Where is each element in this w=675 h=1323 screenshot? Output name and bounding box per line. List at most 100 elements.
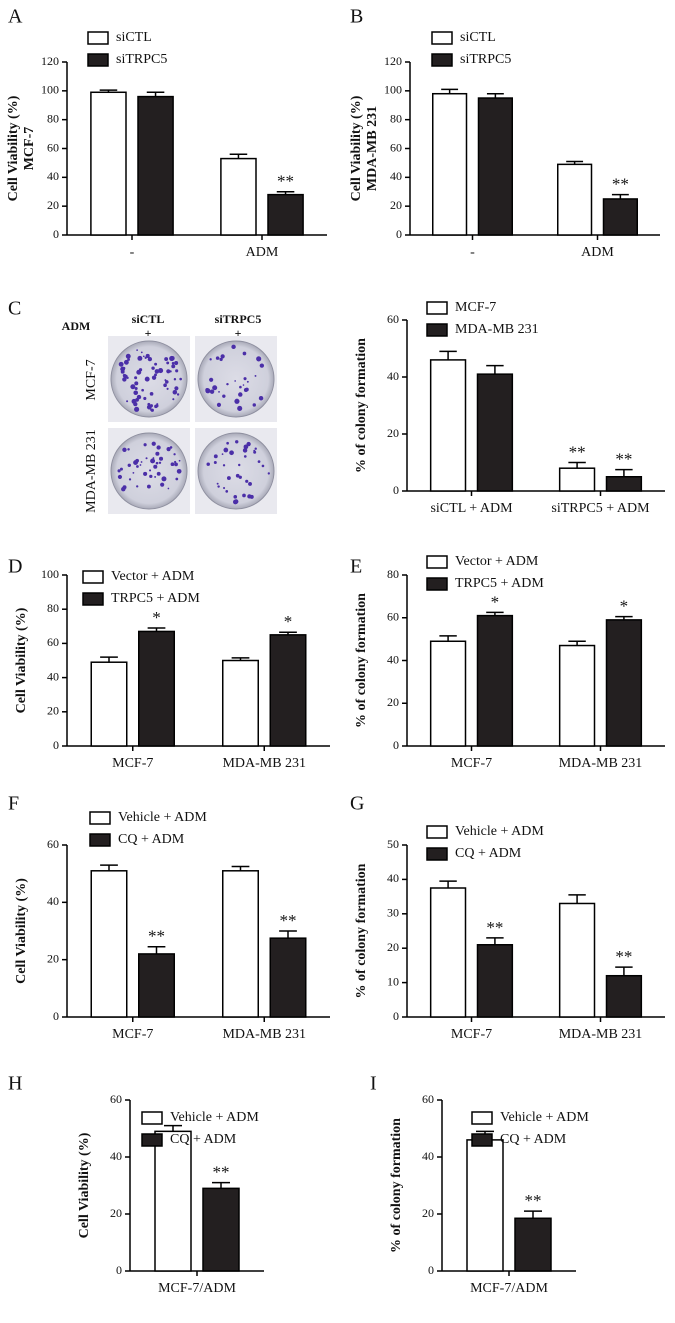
y-axis-label: Cell Viability (%) bbox=[77, 1132, 92, 1238]
legend-swatch bbox=[426, 577, 448, 591]
colony bbox=[221, 453, 224, 455]
legend-swatch bbox=[426, 825, 448, 839]
colony bbox=[149, 392, 154, 396]
x-tick-label: MDA-MB 231 bbox=[222, 756, 306, 771]
y-tick-label: 40 bbox=[47, 894, 59, 908]
colony bbox=[118, 361, 124, 367]
treatment-mark: + bbox=[145, 326, 152, 340]
colony bbox=[127, 358, 130, 361]
colony bbox=[242, 493, 246, 498]
legend-label: Vehicle + ADM bbox=[118, 810, 207, 825]
colony bbox=[128, 478, 132, 481]
legend-label: siTRPC5 bbox=[460, 52, 511, 67]
colony bbox=[158, 461, 162, 464]
panel-label: B bbox=[350, 6, 363, 28]
colony bbox=[136, 349, 138, 352]
y-tick-label: 10 bbox=[387, 974, 399, 988]
legend-label: Vehicle + ADM bbox=[455, 824, 544, 839]
bar bbox=[605, 476, 643, 492]
y-tick-label: 0 bbox=[393, 1009, 399, 1023]
bar bbox=[514, 1217, 552, 1272]
bar bbox=[221, 870, 259, 1018]
colony bbox=[152, 457, 155, 460]
colony bbox=[213, 454, 218, 459]
significance-label: * bbox=[284, 612, 293, 631]
colony bbox=[130, 384, 136, 390]
colony bbox=[173, 378, 177, 381]
legend-label: siTRPC5 bbox=[116, 52, 167, 67]
significance-label: ** bbox=[148, 927, 165, 946]
colony bbox=[150, 458, 156, 464]
colony bbox=[149, 474, 153, 479]
colony bbox=[248, 481, 252, 486]
colony bbox=[143, 471, 148, 476]
treatment-label: ADM bbox=[62, 319, 91, 333]
legend-swatch bbox=[471, 1111, 493, 1125]
legend-label: TRPC5 + ADM bbox=[111, 591, 200, 606]
bar bbox=[137, 95, 174, 236]
x-tick-label: ADM bbox=[246, 245, 279, 260]
bar bbox=[429, 887, 467, 1018]
y-tick-label: 30 bbox=[387, 906, 399, 920]
colony bbox=[209, 358, 212, 361]
legend-swatch bbox=[431, 31, 453, 45]
legend-swatch bbox=[141, 1111, 163, 1125]
colony bbox=[136, 369, 142, 375]
y-tick-label: 20 bbox=[47, 951, 59, 965]
legend-swatch bbox=[426, 323, 448, 337]
bar bbox=[477, 97, 513, 236]
colony bbox=[174, 361, 179, 366]
bar bbox=[429, 359, 467, 492]
colony bbox=[140, 461, 143, 463]
treatment-mark: + bbox=[235, 326, 242, 340]
colony bbox=[171, 364, 176, 369]
legend-swatch bbox=[426, 555, 448, 569]
y-tick-label: 40 bbox=[110, 1149, 122, 1163]
colony bbox=[155, 461, 159, 465]
colony bbox=[121, 486, 126, 492]
colony bbox=[151, 375, 157, 380]
colony bbox=[172, 398, 175, 401]
bar bbox=[90, 870, 128, 1018]
colony bbox=[149, 469, 152, 472]
colony bbox=[246, 441, 251, 447]
colony bbox=[219, 357, 223, 362]
x-tick-label: MCF-7 bbox=[112, 756, 153, 771]
colony bbox=[158, 368, 164, 374]
bar bbox=[220, 157, 257, 236]
colony bbox=[154, 373, 157, 377]
colony bbox=[169, 370, 172, 373]
legend-label: CQ + ADM bbox=[455, 846, 522, 861]
colony bbox=[172, 389, 178, 395]
colony bbox=[137, 355, 143, 361]
bar bbox=[605, 974, 643, 1018]
colony bbox=[218, 390, 220, 393]
y-axis-label: % of colony formation bbox=[354, 863, 369, 998]
colony bbox=[123, 359, 129, 365]
colony bbox=[223, 487, 226, 490]
colony bbox=[153, 464, 158, 469]
significance-label: * bbox=[620, 597, 629, 616]
colony bbox=[233, 495, 238, 499]
bar bbox=[476, 614, 514, 747]
colony bbox=[134, 381, 139, 386]
legend-swatch bbox=[87, 31, 109, 45]
colony bbox=[239, 385, 242, 389]
colony bbox=[176, 393, 180, 396]
colony bbox=[165, 380, 169, 384]
y-tick-label: 60 bbox=[47, 635, 59, 649]
colony bbox=[136, 485, 139, 488]
y-tick-label: 20 bbox=[387, 695, 399, 709]
colony bbox=[238, 475, 242, 479]
colony bbox=[257, 460, 261, 463]
bar bbox=[432, 92, 468, 236]
y-tick-label: 60 bbox=[390, 140, 402, 154]
y-axis-label: MCF-7 bbox=[22, 127, 37, 171]
significance-label: * bbox=[152, 608, 161, 627]
colony bbox=[134, 376, 138, 380]
colony bbox=[254, 374, 257, 377]
colony bbox=[226, 476, 231, 480]
legend-swatch bbox=[87, 53, 109, 67]
colony bbox=[132, 471, 135, 474]
colony bbox=[122, 447, 127, 452]
